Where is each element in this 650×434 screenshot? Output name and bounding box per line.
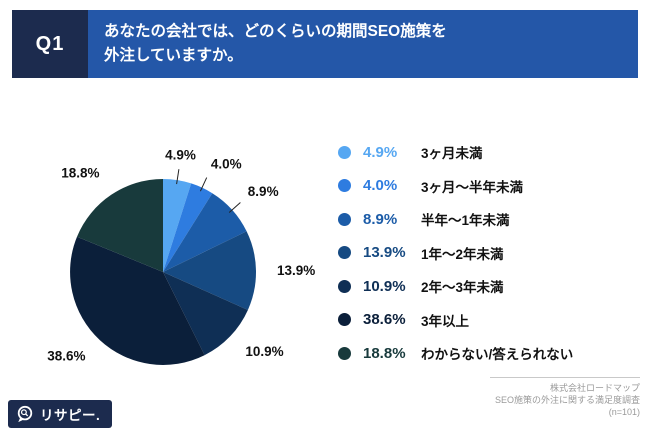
question-title-line2: 外注していますか。 [104,47,243,65]
legend-label-2: 半年〜1年未満 [421,213,510,228]
pie-chart-svg: 4.9% 4.0% 8.9% 13.9% 10.9% 38.6% 18.8% [47,147,315,365]
legend-dot-3 [338,246,351,259]
risapi-logo: リサピー. [8,400,113,428]
legend-dot-6 [338,346,351,360]
question-header: Q1 あなたの会社では、どのくらいの期間SEO施策を 外注していますか。 [12,10,638,79]
pie-slice-4 [163,272,248,356]
legend-label-0: 3ヶ月未満 [421,146,483,161]
legend-percent-4: 10.9% [363,277,406,295]
pie-leader-line-2 [228,202,241,213]
pie-slice-3 [163,231,256,310]
pie-slice-6 [77,179,163,272]
legend: 4.9% 3ヶ月未満 4.0% 3ヶ月〜半年未満 8.9% 半年〜1年未満 13.9% 1年〜… [338,142,573,363]
legend-dot-0 [338,145,351,159]
pie-value-label-2: 8.9% [248,184,279,199]
legend-label-3: 1年〜2年未満 [421,246,504,262]
legend-row-6: 18.8% わからない/答えられない [338,343,573,363]
footer-survey: SEO施策の外注に関する満足度調査 [494,394,640,405]
pie-value-label-3: 13.9% [277,263,315,278]
legend-dot-2 [338,212,351,226]
legend-label-4: 2年〜3年未満 [421,280,504,295]
pie-value-label-5: 38.6% [47,349,85,364]
legend-row-4: 10.9% 2年〜3年未満 [338,276,573,296]
pie-chart: 4.9% 4.0% 8.9% 13.9% 10.9% 38.6% 18.8% [0,132,330,412]
risapi-logo-text: リサピー. [40,408,101,423]
question-title-line1: あなたの会社では、どのくらいの期間SEO施策を [104,23,447,40]
pie-slice-1 [163,183,213,272]
question-title: あなたの会社では、どのくらいの期間SEO施策を 外注していますか。 [88,10,638,79]
legend-percent-1: 4.0% [363,177,398,194]
pie-leader-line-0 [176,169,180,185]
legend-label-1: 3ヶ月〜半年未満 [421,179,524,195]
legend-row-3: 13.9% 1年〜2年未満 [338,243,573,263]
legend-row-2: 8.9% 半年〜1年未満 [338,209,573,229]
pie-value-label-0: 4.9% [165,147,196,162]
footer-credit: 株式会社ロードマップ SEO施策の外注に関する満足度調査 (n=101) [490,376,640,418]
legend-label-5: 3年以上 [421,313,470,329]
pie-slice-2 [163,193,247,272]
pie-leader-line-1 [199,177,208,192]
footer-sample-size: (n=101) [608,406,640,417]
legend-percent-3: 13.9% [363,244,406,261]
legend-dot-5 [338,313,351,326]
legend-row-1: 4.0% 3ヶ月〜半年未満 [338,176,573,196]
pie-value-label-1: 4.0% [211,157,242,172]
legend-percent-5: 38.6% [363,311,406,328]
legend-percent-6: 18.8% [363,344,406,362]
legend-dot-1 [338,179,351,192]
question-number: Q1 [12,10,88,79]
legend-row-5: 38.6% 3年以上 [338,310,573,330]
pie-value-label-4: 10.9% [245,344,283,359]
legend-percent-2: 8.9% [363,210,398,228]
legend-label-6: わからない/答えられない [421,347,574,362]
risapi-logo-icon [16,405,34,423]
footer-company: 株式会社ロードマップ [549,382,640,393]
pie-slice-5 [70,236,205,365]
legend-row-0: 4.9% 3ヶ月未満 [338,142,573,162]
legend-percent-0: 4.9% [363,143,398,161]
legend-dot-4 [338,279,351,293]
pie-slice-0 [163,179,192,272]
pie-value-label-6: 18.8% [61,165,99,180]
